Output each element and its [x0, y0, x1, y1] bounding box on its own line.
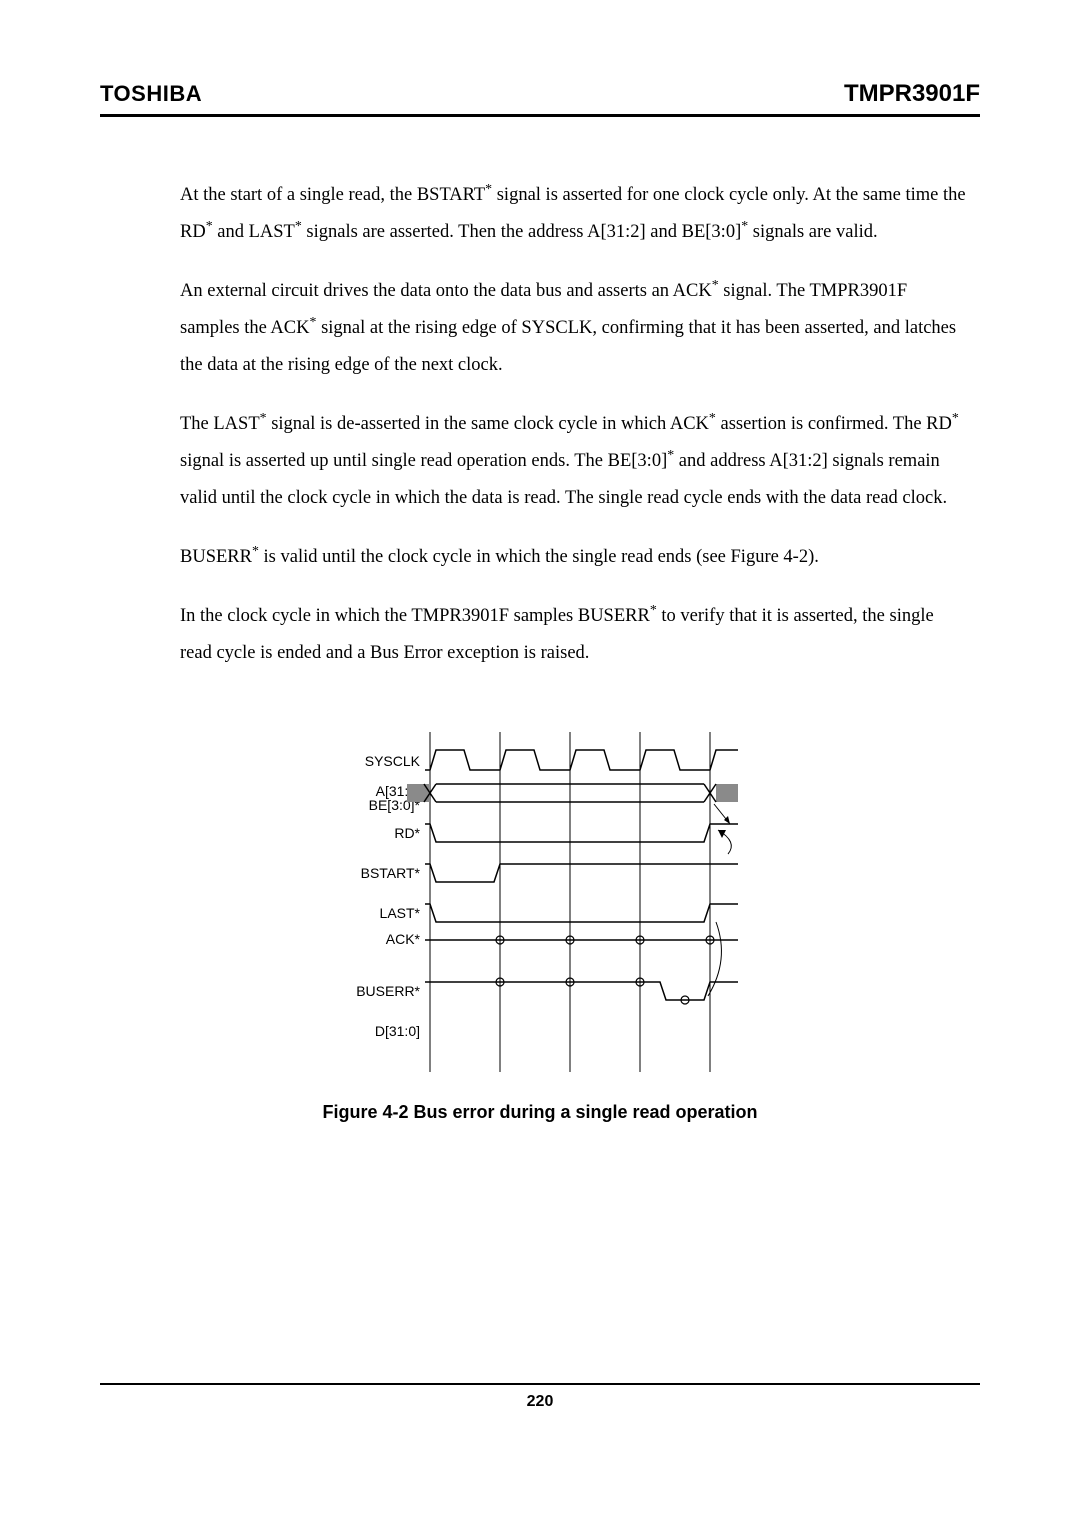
svg-text:BUSERR*: BUSERR* — [356, 983, 420, 999]
figure-4-2: SYSCLKA[31:2]BE[3:0]*RD*BSTART*LAST*ACK*… — [100, 732, 980, 1123]
paragraph-3: The LAST* signal is de-asserted in the s… — [180, 406, 970, 517]
svg-text:D[31:0]: D[31:0] — [375, 1023, 420, 1039]
header: TOSHIBA TMPR3901F — [100, 80, 980, 108]
star-icon: * — [952, 411, 959, 426]
paragraph-2: An external circuit drives the data onto… — [180, 273, 970, 384]
svg-text:RD*: RD* — [394, 825, 420, 841]
paragraph-1: At the start of a single read, the BSTAR… — [180, 177, 970, 251]
star-icon: * — [650, 603, 657, 618]
text: At the start of a single read, the BSTAR… — [180, 185, 485, 205]
svg-text:LAST*: LAST* — [380, 905, 421, 921]
text: signal is asserted up until single read … — [180, 451, 667, 471]
text: is valid until the clock cycle in which … — [259, 547, 819, 567]
paragraph-5: In the clock cycle in which the TMPR3901… — [180, 598, 970, 672]
header-rule — [100, 114, 980, 117]
svg-text:ACK*: ACK* — [386, 931, 421, 947]
text: signals are valid. — [748, 222, 877, 242]
star-icon: * — [709, 411, 716, 426]
text: and LAST — [213, 222, 295, 242]
page-number: 220 — [100, 1393, 980, 1411]
star-icon: * — [260, 411, 267, 426]
svg-text:SYSCLK: SYSCLK — [365, 753, 421, 769]
star-icon: * — [206, 219, 213, 234]
footer-rule — [100, 1383, 980, 1385]
text: assertion is confirmed. The RD — [716, 414, 952, 434]
figure-caption: Figure 4-2 Bus error during a single rea… — [322, 1102, 757, 1123]
body-text: At the start of a single read, the BSTAR… — [180, 177, 970, 672]
text: An external circuit drives the data onto… — [180, 281, 712, 301]
text: signals are asserted. Then the address A… — [302, 222, 741, 242]
star-icon: * — [295, 219, 302, 234]
svg-text:BSTART*: BSTART* — [361, 865, 421, 881]
star-icon: * — [712, 278, 719, 293]
text: signal is de-asserted in the same clock … — [267, 414, 709, 434]
paragraph-4: BUSERR* is valid until the clock cycle i… — [180, 539, 970, 576]
part-number: TMPR3901F — [844, 80, 980, 108]
page: TOSHIBA TMPR3901F At the start of a sing… — [0, 0, 1080, 1531]
text: The LAST — [180, 414, 260, 434]
star-icon: * — [252, 544, 259, 559]
brand-logo: TOSHIBA — [100, 81, 202, 107]
timing-diagram: SYSCLKA[31:2]BE[3:0]*RD*BSTART*LAST*ACK*… — [310, 732, 770, 1072]
text: BUSERR — [180, 547, 252, 567]
text: In the clock cycle in which the TMPR3901… — [180, 606, 650, 626]
